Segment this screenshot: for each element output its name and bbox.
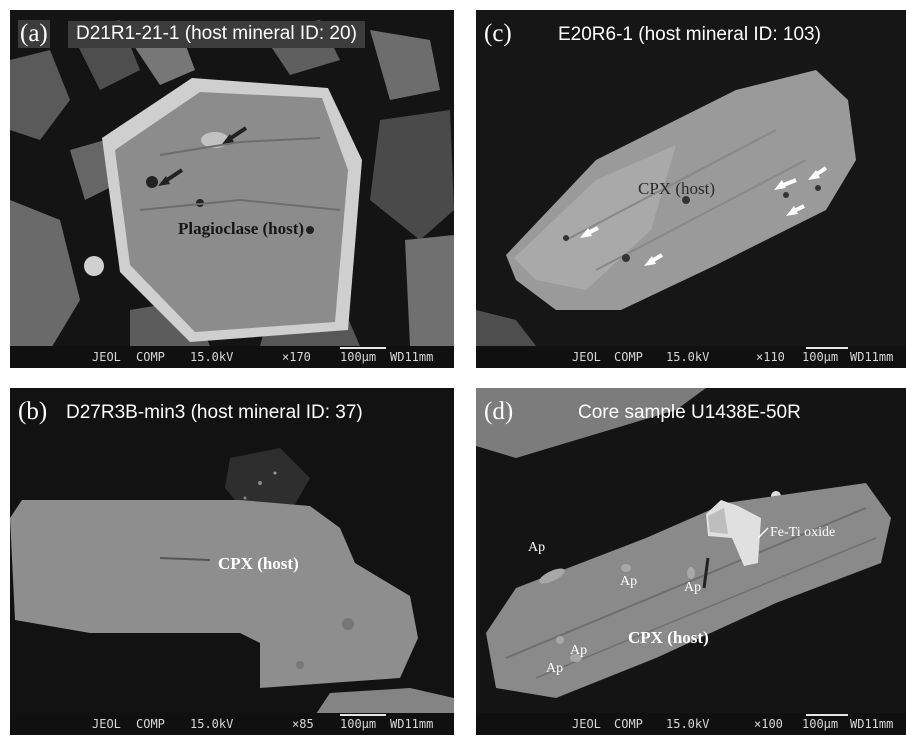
voltage-label: 15.0kV <box>190 350 234 364</box>
sem-image-d <box>476 388 906 735</box>
working-distance-label: WD11mm <box>390 717 434 731</box>
sem-image-a <box>10 10 454 368</box>
panel-letter: (d) <box>484 398 514 425</box>
instrument-label: JEOL <box>92 717 121 731</box>
host-mineral-label: Plagioclase (host) <box>178 219 305 238</box>
voltage-label: 15.0kV <box>666 717 710 731</box>
scale-bar <box>806 347 848 349</box>
sem-image-b <box>10 388 454 735</box>
mode-label: COMP <box>136 717 165 731</box>
fe-ti-oxide-label: Fe-Ti oxide <box>770 525 836 540</box>
panel-letter: (b) <box>18 398 48 425</box>
panel-d: (d) Core sample U1438E-50R Fe-Ti oxide A… <box>476 388 906 735</box>
panel-a: (a) D21R1-21-1 (host mineral ID: 20) Pla… <box>10 10 454 368</box>
working-distance-label: WD11mm <box>850 717 894 731</box>
magnification-label: ×170 <box>282 350 311 364</box>
voltage-label: 15.0kV <box>190 717 234 731</box>
panel-title: Core sample U1438E-50R <box>578 402 801 423</box>
instrument-label: JEOL <box>572 717 601 731</box>
instrument-label: JEOL <box>92 350 121 364</box>
panel-title: D27R3B-min3 (host mineral ID: 37) <box>66 402 363 423</box>
sem-image-c <box>476 10 906 368</box>
scale-bar <box>340 714 386 716</box>
apatite-label: Ap <box>528 540 546 555</box>
host-mineral-label: CPX (host) <box>218 554 299 573</box>
magnification-label: ×100 <box>754 717 783 731</box>
scale-label: 100μm <box>802 350 839 364</box>
scale-bar <box>340 347 386 349</box>
apatite-label: Ap <box>570 643 588 658</box>
scale-label: 100μm <box>340 350 377 364</box>
magnification-label: ×110 <box>756 350 785 364</box>
scale-label: 100μm <box>340 717 377 731</box>
magnification-label: ×85 <box>292 717 314 731</box>
voltage-label: 15.0kV <box>666 350 710 364</box>
instrument-label: JEOL <box>572 350 601 364</box>
apatite-label: Ap <box>684 580 702 595</box>
sem-info-bar: JEOL COMP 15.0kV ×85 100μm WD11mm <box>10 713 454 735</box>
sem-info-bar: JEOL COMP 15.0kV ×100 100μm WD11mm <box>476 713 906 735</box>
scale-label: 100μm <box>802 717 839 731</box>
sem-info-bar: JEOL COMP 15.0kV ×110 100μm WD11mm <box>476 346 906 368</box>
working-distance-label: WD11mm <box>390 350 434 364</box>
panel-letter: (a) <box>18 20 50 48</box>
host-mineral-label: CPX (host) <box>638 179 715 198</box>
panel-c: (c) E20R6-1 (host mineral ID: 103) CPX (… <box>476 10 906 368</box>
scale-bar <box>806 714 848 716</box>
apatite-label: Ap <box>546 661 564 676</box>
mode-label: COMP <box>614 717 643 731</box>
panel-b: (b) D27R3B-min3 (host mineral ID: 37) CP… <box>10 388 454 735</box>
panel-title: E20R6-1 (host mineral ID: 103) <box>558 24 821 45</box>
host-mineral-label: CPX (host) <box>628 628 709 647</box>
mode-label: COMP <box>136 350 165 364</box>
apatite-label: Ap <box>620 574 638 589</box>
sem-info-bar: JEOL COMP 15.0kV ×170 100μm WD11mm <box>10 346 454 368</box>
working-distance-label: WD11mm <box>850 350 894 364</box>
mode-label: COMP <box>614 350 643 364</box>
panel-letter: (c) <box>484 20 512 47</box>
panel-title: D21R1-21-1 (host mineral ID: 20) <box>68 21 365 48</box>
